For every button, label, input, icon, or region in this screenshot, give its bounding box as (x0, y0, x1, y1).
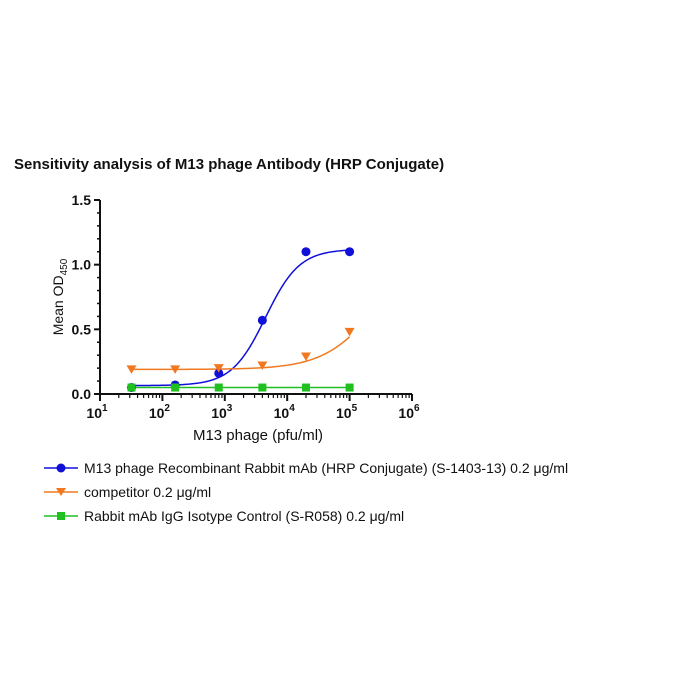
x-tick-label: 103 (211, 403, 233, 421)
data-point-triangle (344, 327, 355, 337)
data-point-circle (257, 315, 267, 325)
x-axis-label: M13 phage (pfu/ml) (193, 427, 323, 444)
legend-label: M13 phage Recombinant Rabbit mAb (HRP Co… (84, 460, 569, 476)
legend-label: competitor 0.2 μg/ml (84, 484, 212, 500)
data-point-circle (301, 247, 311, 257)
axes: 0.0 0.5 1.0 1.5 101 102 103 104 105 106 (72, 192, 420, 421)
y-axis-label-main: Mean OD (50, 275, 66, 335)
y-axis-label-subscript: 450 (59, 258, 70, 275)
x-tick-label: 104 (274, 403, 296, 421)
y-tick-label: 0.5 (72, 321, 92, 337)
data-point-square (214, 383, 223, 392)
data-point-square (258, 383, 267, 392)
legend-label: Rabbit mAb IgG Isotype Control (S-R058) … (84, 508, 405, 524)
y-tick-label: 1.5 (72, 192, 92, 208)
series-1-line (131, 336, 351, 371)
y-tick-label: 1.0 (72, 257, 92, 273)
data-point-triangle (257, 361, 268, 371)
series-0-line (131, 249, 350, 387)
legend-swatch-square (44, 512, 78, 520)
data-point-triangle (170, 365, 181, 374)
y-axis-label: Mean OD450 (50, 258, 70, 335)
data-point-square (127, 383, 136, 392)
x-tick-label: 106 (398, 403, 420, 421)
data-point-triangle (300, 352, 311, 361)
axis-labels: M13 phage (pfu/ml) Mean OD450 (50, 258, 323, 444)
chart-title: Sensitivity analysis of M13 phage Antibo… (14, 156, 445, 173)
legend-swatch-circle (44, 463, 78, 473)
data-point-square (171, 383, 180, 392)
data-point-triangle (213, 364, 224, 373)
data-markers (126, 247, 355, 393)
data-point-circle (345, 247, 355, 257)
x-tick-label: 101 (86, 403, 108, 421)
x-tick-label: 102 (149, 403, 171, 421)
data-point-square (345, 383, 354, 392)
data-point-circle (214, 368, 224, 378)
data-point-square (301, 383, 310, 392)
x-tick-label: 105 (336, 403, 358, 421)
legend-swatch-triangle (44, 488, 78, 496)
fit-curves (131, 249, 351, 389)
y-tick-label: 0.0 (72, 386, 92, 402)
data-point-triangle (126, 365, 137, 374)
